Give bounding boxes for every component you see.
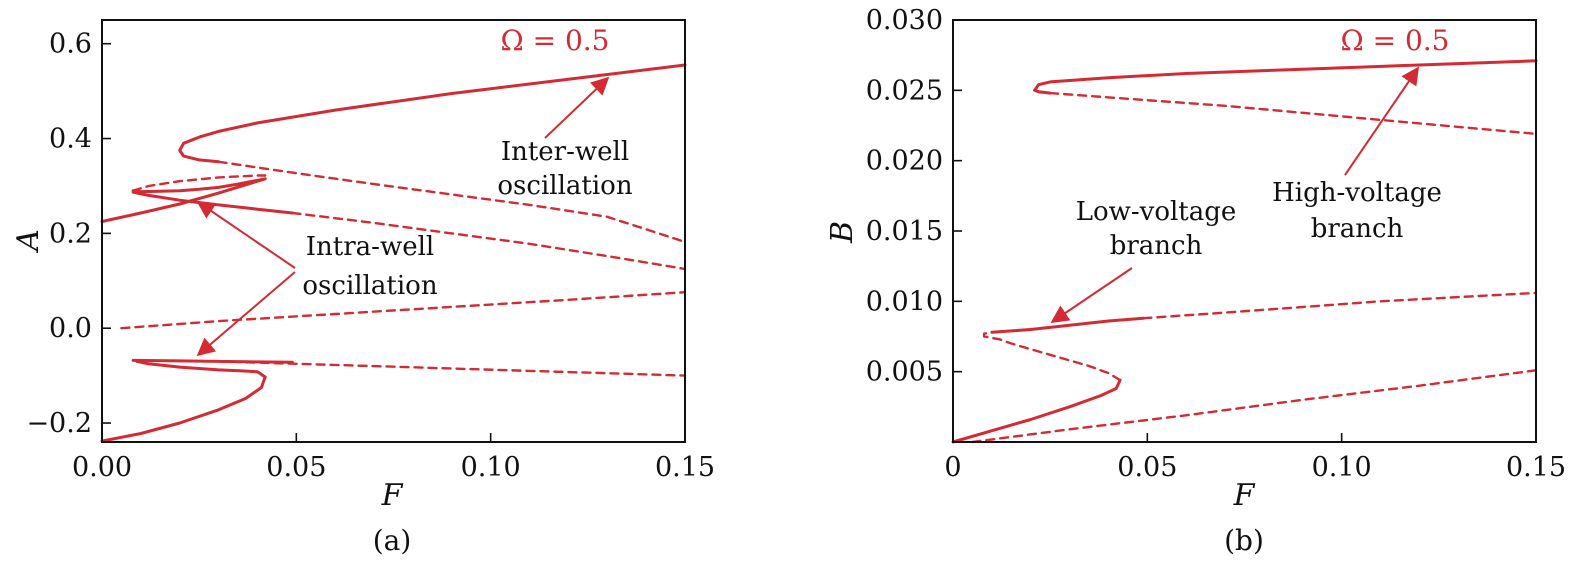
- panel-b-y-tick-label: 0.010: [866, 286, 943, 317]
- panel-a-x-tick-label: 0.00: [72, 452, 132, 483]
- panel-b-caption: (b): [1224, 524, 1264, 557]
- panel-b-parameter-label: Ω = 0.5: [1340, 24, 1449, 57]
- panel-b-y-tick-label: 0.020: [866, 146, 943, 177]
- panel-b-y-tick-label: 0.025: [866, 75, 943, 106]
- panel-a-annotation-inter-well-line1: Inter-well: [501, 137, 629, 167]
- panel-a-y-tick-label: 0.0: [49, 313, 92, 344]
- panel-b-arrow-low-voltage: [1050, 267, 1133, 324]
- panel-b-plot-frame: [952, 19, 1537, 443]
- panel-a-x-tick-label: 0.05: [266, 452, 326, 483]
- panel-a-y-tick-label: 0.6: [49, 29, 92, 60]
- panel-a-y-tick-label: 0.2: [49, 218, 92, 249]
- panel-a-series-8-solid: [100, 359, 267, 443]
- panel-b-ticks: 0 0.05 0.10 0.15 0.005 0.010 0.015 0.020 0.025 0.…: [866, 5, 1566, 483]
- panel-a-x-tick-label: 0.10: [461, 452, 521, 483]
- panel-a-annotation-inter-well-line2: oscillation: [497, 171, 632, 201]
- panel-b-series-1-solid: [951, 378, 1122, 444]
- panel-a-arrow-intra-well-upper: [196, 200, 296, 269]
- panel-b-y-tick-label: 0.015: [866, 216, 943, 247]
- panel-b-series-2-dashed: [982, 331, 1122, 382]
- panel-b-x-tick-label: 0.05: [1117, 452, 1177, 483]
- panel-a-annotation-intra-well-line2: oscillation: [302, 271, 437, 301]
- panel-b-y-tick-label: 0.030: [866, 5, 943, 36]
- panel-a-x-tick-label: 0.15: [655, 452, 715, 483]
- panel-a-series-4-dashed: [291, 211, 687, 271]
- panel-b-series-5-dashed: [971, 369, 1538, 444]
- panel-b: 0 0.05 0.10 0.15 0.005 0.010 0.015 0.020 0.025 0.…: [825, 5, 1566, 557]
- panel-a-series-1-solid: [100, 177, 267, 223]
- panel-a-arrow-intra-well-lower: [196, 271, 296, 357]
- panel-b-curves: [951, 59, 1538, 444]
- panel-b-series-7-dashed: [1049, 91, 1538, 136]
- panel-a-caption: (a): [373, 524, 412, 557]
- panel-b-annotation-high-voltage-line2: branch: [1311, 214, 1404, 244]
- panel-a-annotation-intra-well-line1: Intra-well: [306, 232, 434, 262]
- panel-a: 0.00 0.05 0.10 0.15 −0.2 0.0 0.2 0.4 0.6 Ω = 0.5…: [11, 19, 715, 557]
- panel-b-annotation-low-voltage-line1: Low-voltage: [1076, 197, 1237, 227]
- panel-a-series-5-solid: [178, 63, 687, 164]
- panel-a-y-tick-label: −0.2: [26, 408, 92, 439]
- panel-b-x-axis-label: F: [1233, 478, 1256, 513]
- panel-b-annotation-high-voltage-line1: High-voltage: [1272, 178, 1442, 208]
- panel-b-series-4-dashed: [1142, 291, 1538, 320]
- panel-a-parameter-label: Ω = 0.5: [500, 24, 609, 57]
- panel-a-series-6-dashed: [217, 160, 687, 244]
- panel-a-series-2-dashed: [131, 174, 267, 192]
- panel-b-x-tick-label: 0.15: [1506, 452, 1566, 483]
- panel-a-y-axis-label: A: [11, 229, 46, 254]
- panel-b-x-tick-label: 0.10: [1312, 452, 1372, 483]
- panel-a-x-axis-label: F: [381, 478, 404, 513]
- panel-b-x-tick-label: 0: [944, 452, 961, 483]
- panel-a-series-10-dashed: [217, 360, 687, 377]
- panel-a-series-7-dashed: [120, 291, 687, 330]
- panel-b-annotation-low-voltage-line2: branch: [1110, 231, 1203, 261]
- panel-b-y-axis-label: B: [825, 221, 860, 244]
- panel-b-series-6-solid: [1033, 59, 1538, 95]
- panel-a-y-tick-label: 0.4: [49, 124, 92, 155]
- panel-a-ticks: 0.00 0.05 0.10 0.15 −0.2 0.0 0.2 0.4 0.6: [26, 29, 715, 483]
- panel-a-arrow-inter-well: [544, 76, 610, 139]
- panel-b-y-tick-label: 0.005: [866, 357, 943, 388]
- panel-b-arrow-high-voltage: [1344, 66, 1420, 176]
- panel-a-plot-frame: [101, 19, 686, 443]
- panel-b-series-3-solid: [990, 316, 1145, 334]
